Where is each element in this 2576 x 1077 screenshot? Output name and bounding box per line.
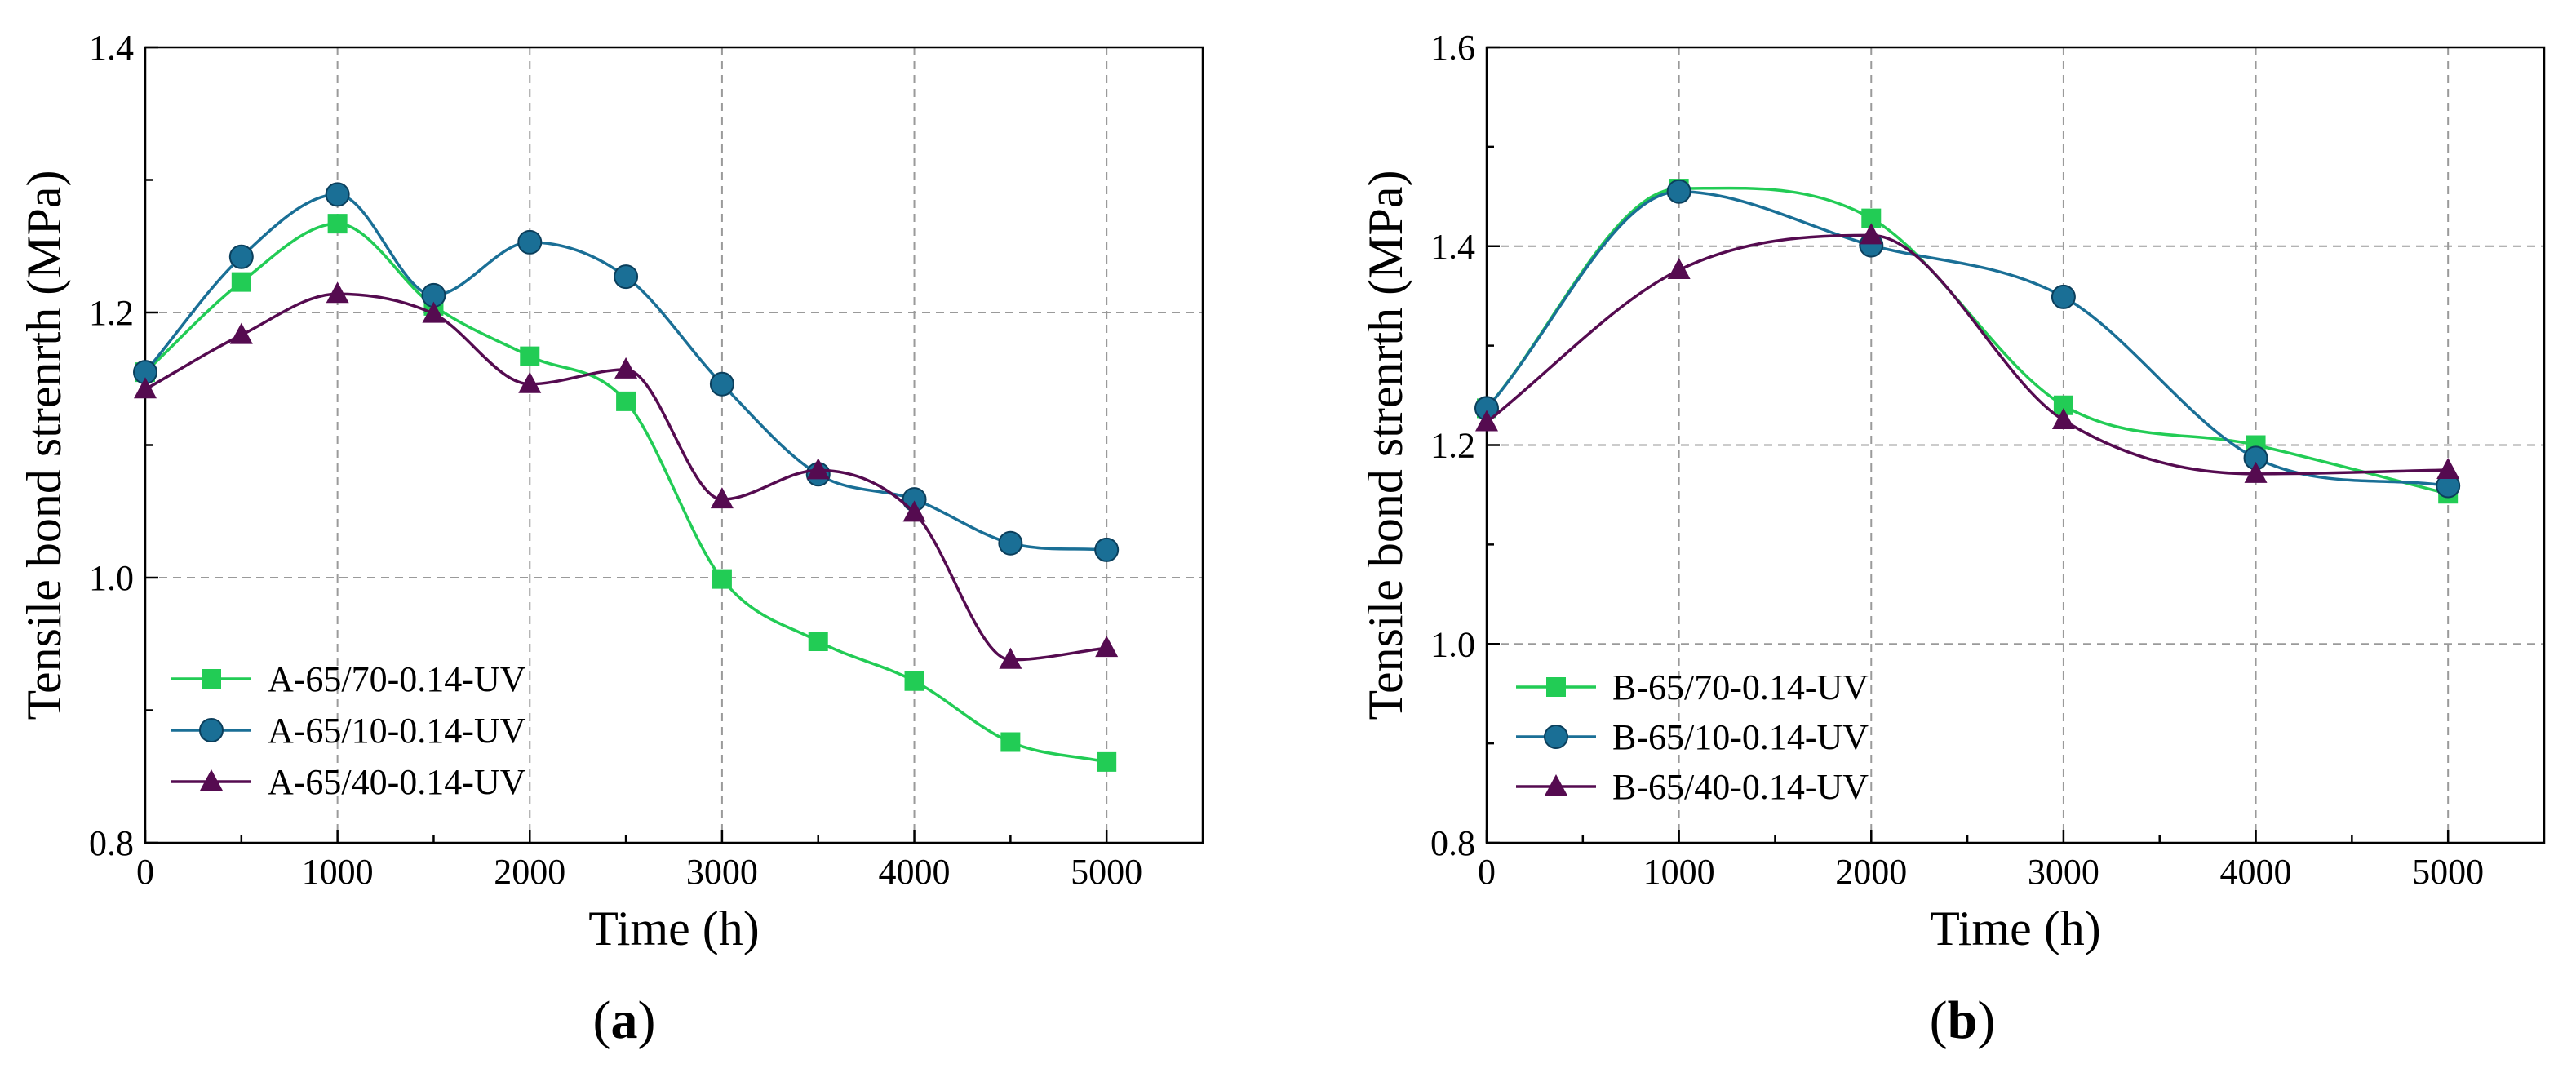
x-tick-label: 4000 <box>879 852 951 892</box>
legend-entry: B-65/40-0.14-UV <box>1516 767 1869 807</box>
x-tick-label: 3000 <box>2028 852 2099 892</box>
data-point-triangle <box>518 371 542 393</box>
data-point-circle <box>614 264 639 290</box>
data-point-square <box>808 632 828 651</box>
data-point-triangle <box>1667 258 1691 279</box>
legend-marker-circle <box>1544 725 1568 749</box>
data-point-circle <box>1094 537 1120 562</box>
x-tick-label: 0 <box>136 852 154 892</box>
legend-entry: A-65/40-0.14-UV <box>171 762 526 802</box>
x-tick-label: 1000 <box>1643 852 1715 892</box>
data-point-square <box>520 346 540 366</box>
series-circle <box>1474 179 2461 499</box>
x-tick-label: 2000 <box>494 852 565 892</box>
data-point-triangle <box>229 322 253 344</box>
legend-label: A-65/40-0.14-UV <box>268 762 526 802</box>
x-tick-label: 3000 <box>686 852 758 892</box>
data-point-triangle <box>134 377 157 399</box>
y-tick-label: 1.2 <box>89 293 134 333</box>
chart-panel-a: 0 1000 2000 3000 4000 5000 0.8 1.0 1.2 1.4 Time (h… <box>17 28 1204 1050</box>
data-point-circle <box>325 182 350 207</box>
series-triangle <box>1475 223 2460 483</box>
y-tick-label: 1.2 <box>1430 426 1475 466</box>
y-tick-label: 1.4 <box>1430 227 1475 267</box>
data-point-square <box>616 391 636 411</box>
data-point-triangle <box>2436 457 2460 479</box>
legend-entry: B-65/10-0.14-UV <box>1516 717 1869 757</box>
data-point-triangle <box>806 458 830 480</box>
panel-label: (a) <box>593 991 656 1050</box>
x-axis-title: Time (h) <box>1930 902 2100 955</box>
legend-label: B-65/10-0.14-UV <box>1612 717 1869 757</box>
legend-entry: B-65/70-0.14-UV <box>1516 667 1869 707</box>
legend-marker-circle <box>199 718 224 742</box>
data-point-circle <box>709 371 734 397</box>
legend-label: A-65/10-0.14-UV <box>268 711 526 751</box>
data-point-triangle <box>422 301 446 323</box>
data-point-square <box>231 272 251 292</box>
series-line <box>1485 189 2449 488</box>
minor-ticks <box>145 179 1012 843</box>
x-tick-label: 5000 <box>2412 852 2484 892</box>
x-tick-label: 0 <box>1478 852 1496 892</box>
y-tick-label: 1.6 <box>1430 28 1475 68</box>
series-line <box>1485 186 2449 495</box>
series-line <box>1485 233 2449 476</box>
data-point-square <box>327 214 348 234</box>
x-tick-label: 2000 <box>1835 852 1907 892</box>
data-point-triangle <box>614 357 638 379</box>
data-point-square <box>904 671 924 691</box>
data-point-triangle <box>1860 223 1883 245</box>
y-tick-label: 1.0 <box>89 558 134 598</box>
plot-frame <box>144 46 1204 844</box>
y-axis-title: Tensile bond strenrth (MPa) <box>1359 170 1412 720</box>
y-tick-label: 1.4 <box>89 28 134 68</box>
legend-marker-triangle <box>1545 774 1567 796</box>
data-point-triangle <box>2244 461 2268 483</box>
series-line <box>144 292 1107 662</box>
legend-label: B-65/70-0.14-UV <box>1612 667 1869 707</box>
x-axis-title: Time (h) <box>588 902 759 955</box>
data-point-triangle <box>710 487 734 509</box>
legend-entry: A-65/10-0.14-UV <box>171 711 526 751</box>
data-point-triangle <box>2051 408 2075 430</box>
data-point-triangle <box>1475 410 1498 432</box>
data-point-square <box>1000 732 1021 752</box>
y-tick-label: 0.8 <box>1430 823 1475 863</box>
data-point-square <box>1097 751 1117 772</box>
legend-marker-square <box>1546 677 1566 697</box>
data-point-circle <box>1666 179 1691 204</box>
y-axis-title: Tensile bond strenrth (MPa) <box>17 170 71 720</box>
y-tick-label: 0.8 <box>89 823 134 863</box>
y-tick-label: 1.0 <box>1430 624 1475 664</box>
data-point-circle <box>998 530 1023 556</box>
data-point-circle <box>228 244 254 269</box>
legend-marker-square <box>202 669 221 689</box>
x-tick-label: 4000 <box>2220 852 2292 892</box>
axis-ticks: 0 1000 2000 3000 4000 5000 0.8 1.0 1.2 1.4 <box>89 28 1142 892</box>
legend-label: B-65/40-0.14-UV <box>1612 767 1869 807</box>
data-point-triangle <box>326 281 349 304</box>
panel-label: (b) <box>1930 991 1996 1050</box>
x-tick-label: 5000 <box>1071 852 1142 892</box>
series-circle <box>133 182 1120 562</box>
legend-marker-triangle <box>200 769 223 791</box>
axis-ticks: 0 1000 2000 3000 4000 5000 0.8 1.0 1.2 1.4 1.6 <box>1430 28 2484 892</box>
data-point-triangle <box>1095 636 1119 658</box>
x-tick-label: 1000 <box>302 852 374 892</box>
series-square <box>1477 179 2459 504</box>
legend-label: A-65/70-0.14-UV <box>268 659 526 699</box>
legend-entry: A-65/70-0.14-UV <box>171 659 526 699</box>
data-point-square <box>712 569 732 589</box>
chart-panel-b: 0 1000 2000 3000 4000 5000 0.8 1.0 1.2 1.4 1.6 Time… <box>1359 28 2546 1050</box>
data-point-triangle <box>999 647 1022 669</box>
data-point-circle <box>517 229 543 255</box>
gridlines <box>145 47 1203 843</box>
data-point-circle <box>2051 284 2076 309</box>
data-point-triangle <box>902 500 926 522</box>
series-triangle <box>134 281 1119 669</box>
minor-ticks <box>1487 145 2353 843</box>
